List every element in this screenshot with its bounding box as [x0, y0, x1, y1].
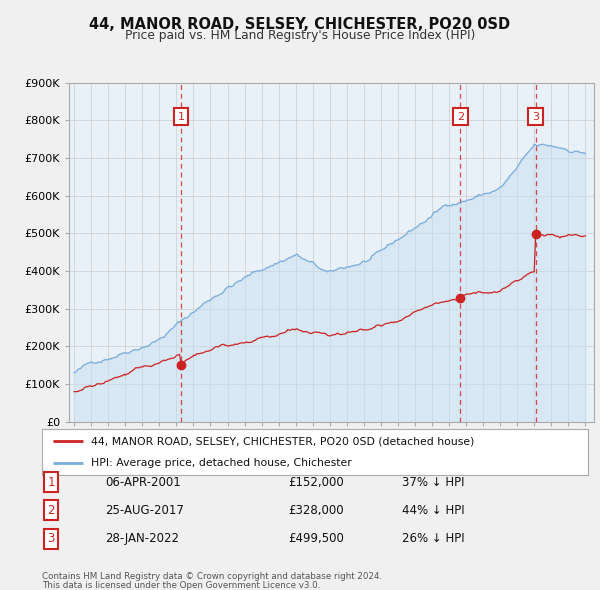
Text: £328,000: £328,000: [288, 504, 344, 517]
Text: 26% ↓ HPI: 26% ↓ HPI: [402, 532, 464, 545]
Text: 2: 2: [47, 504, 55, 517]
Text: 3: 3: [47, 532, 55, 545]
Text: HPI: Average price, detached house, Chichester: HPI: Average price, detached house, Chic…: [91, 457, 352, 467]
Text: £152,000: £152,000: [288, 476, 344, 489]
Text: 3: 3: [532, 112, 539, 122]
Text: 25-AUG-2017: 25-AUG-2017: [105, 504, 184, 517]
Text: 1: 1: [178, 112, 184, 122]
Text: This data is licensed under the Open Government Licence v3.0.: This data is licensed under the Open Gov…: [42, 581, 320, 590]
Text: 44, MANOR ROAD, SELSEY, CHICHESTER, PO20 0SD: 44, MANOR ROAD, SELSEY, CHICHESTER, PO20…: [89, 17, 511, 31]
Text: 1: 1: [47, 476, 55, 489]
Text: Price paid vs. HM Land Registry's House Price Index (HPI): Price paid vs. HM Land Registry's House …: [125, 29, 475, 42]
Text: 44, MANOR ROAD, SELSEY, CHICHESTER, PO20 0SD (detached house): 44, MANOR ROAD, SELSEY, CHICHESTER, PO20…: [91, 437, 475, 447]
Text: 37% ↓ HPI: 37% ↓ HPI: [402, 476, 464, 489]
Text: Contains HM Land Registry data © Crown copyright and database right 2024.: Contains HM Land Registry data © Crown c…: [42, 572, 382, 581]
Text: £499,500: £499,500: [288, 532, 344, 545]
Text: 06-APR-2001: 06-APR-2001: [105, 476, 181, 489]
Text: 28-JAN-2022: 28-JAN-2022: [105, 532, 179, 545]
Text: 2: 2: [457, 112, 464, 122]
Text: 44% ↓ HPI: 44% ↓ HPI: [402, 504, 464, 517]
